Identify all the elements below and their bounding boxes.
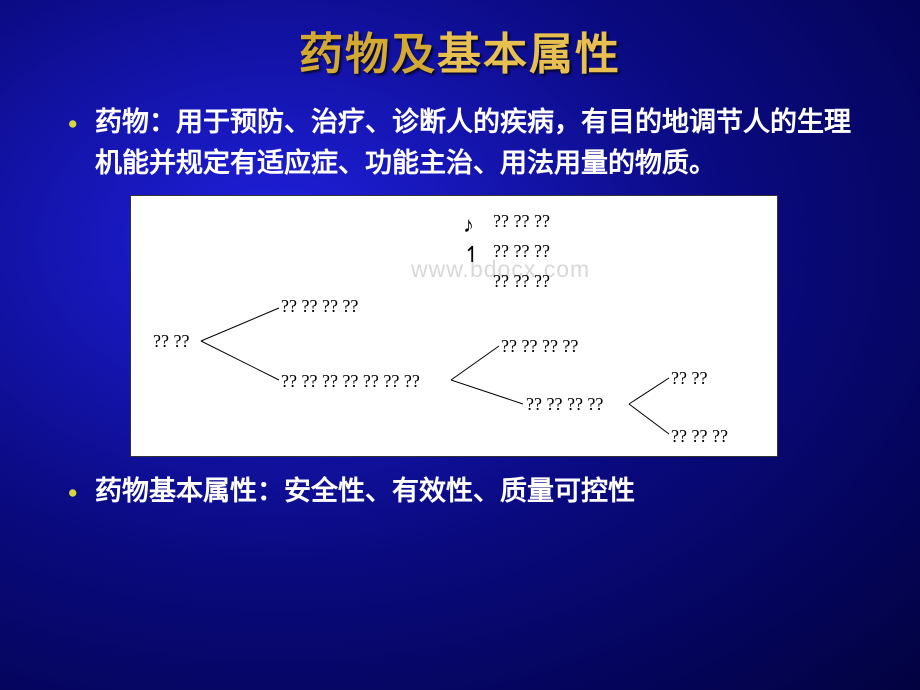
bullet-marker: •: [68, 473, 77, 514]
tree-diagram: www.bdocx.com ?? ???? ?? ?? ???? ?? ?? ?…: [130, 195, 778, 457]
title-part2: 基本属性: [437, 30, 621, 79]
diagram-glyph: ↿: [463, 242, 481, 268]
title-part1: 药物及: [299, 30, 437, 79]
diagram-node: ?? ?? ??: [493, 241, 550, 262]
bullet-2-text: 药物基本属性：安全性、有效性、质量可控性: [95, 476, 635, 506]
bullet-1-text: 药物：用于预防、治疗、诊断人的疾病，有目的地调节人的生理机能并规定有适应症、功能…: [95, 107, 851, 178]
diagram-lines: [131, 196, 777, 456]
diagram-node: ?? ?? ??: [493, 211, 550, 232]
bullet-2: • 药物基本属性：安全性、有效性、质量可控性: [0, 471, 920, 512]
diagram-node: ?? ?? ?? ?? ?? ?? ??: [281, 371, 420, 392]
diagram-node: ?? ?? ??: [493, 271, 550, 292]
slide-title: 药物及基本属性: [0, 0, 920, 82]
bullet-marker: •: [68, 104, 77, 145]
bullet-1: • 药物：用于预防、治疗、诊断人的疾病，有目的地调节人的生理机能并规定有适应症、…: [0, 102, 920, 183]
diagram-node: ?? ?? ?? ??: [281, 296, 358, 317]
diagram-node: ?? ?? ?? ??: [526, 394, 603, 415]
diagram-node: ?? ?? ??: [671, 426, 728, 447]
diagram-glyph: ♪: [463, 212, 474, 238]
diagram-node: ?? ??: [153, 331, 189, 352]
diagram-node: ?? ?? ?? ??: [501, 336, 578, 357]
diagram-node: ?? ??: [671, 368, 707, 389]
